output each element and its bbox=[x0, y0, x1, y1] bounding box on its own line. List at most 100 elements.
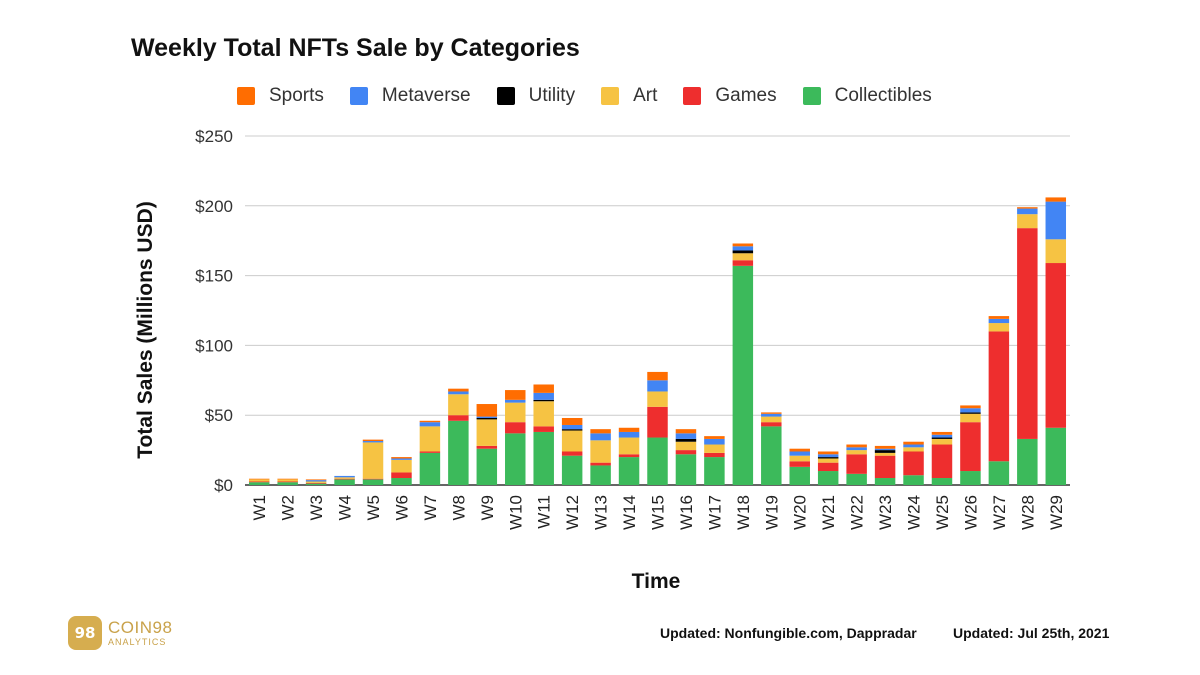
bar-games-w23 bbox=[874, 455, 896, 479]
bar-metaverse-w12 bbox=[561, 424, 583, 430]
bar-collectibles-w22 bbox=[846, 473, 867, 485]
bar-collectibles-w12 bbox=[561, 455, 583, 485]
x-tick-label: W27 bbox=[990, 495, 1009, 530]
bar-metaverse-w28 bbox=[1017, 208, 1038, 215]
bar-art-w24 bbox=[903, 447, 924, 452]
bar-metaverse-w24 bbox=[903, 444, 924, 448]
bar-art-w17 bbox=[704, 444, 725, 453]
bar-games-w11 bbox=[533, 426, 554, 432]
bar-collectibles-w11 bbox=[533, 431, 554, 485]
y-tick-label: $0 bbox=[214, 476, 233, 495]
x-tick-label: W13 bbox=[592, 495, 611, 530]
bar-collectibles-w4 bbox=[334, 479, 355, 485]
bar-games-w21 bbox=[817, 462, 839, 472]
bar-art-w14 bbox=[618, 437, 640, 455]
x-tick-label: W16 bbox=[677, 495, 696, 530]
bar-utility-w23 bbox=[874, 450, 896, 453]
bar-metaverse-w10 bbox=[505, 399, 526, 403]
bar-collectibles-w14 bbox=[618, 457, 640, 485]
bar-metaverse-w3 bbox=[305, 480, 327, 482]
y-tick-label: $50 bbox=[205, 406, 233, 425]
bar-collectibles-w5 bbox=[362, 479, 384, 485]
bar-sports-w1 bbox=[248, 478, 270, 480]
legend-swatch bbox=[683, 87, 702, 105]
bar-art-w13 bbox=[590, 440, 611, 463]
bar-games-w10 bbox=[505, 422, 526, 434]
x-tick-label: W2 bbox=[279, 495, 298, 521]
y-tick-label: $150 bbox=[195, 267, 233, 286]
chart-legend: Sports Metaverse Utility Art Games Collectibl… bbox=[237, 83, 958, 109]
x-tick-label: W4 bbox=[336, 495, 355, 521]
chart-title: Weekly Total NFTs Sale by Categories bbox=[131, 34, 580, 62]
bar-games-w27 bbox=[988, 331, 1010, 462]
bar-collectibles-w24 bbox=[903, 475, 924, 485]
legend-label: Games bbox=[715, 85, 777, 106]
bar-games-w26 bbox=[960, 422, 981, 472]
bar-metaverse-w13 bbox=[590, 433, 611, 441]
bar-art-w7 bbox=[419, 426, 441, 452]
legend-label: Metaverse bbox=[381, 85, 471, 106]
bar-collectibles-w8 bbox=[448, 420, 469, 485]
bar-metaverse-w6 bbox=[391, 458, 412, 460]
legend-item-games: Games bbox=[683, 85, 777, 107]
bar-metaverse-w14 bbox=[618, 431, 640, 438]
bar-sports-w2 bbox=[277, 478, 298, 480]
bar-games-w9 bbox=[476, 445, 498, 449]
bar-metaverse-w8 bbox=[448, 391, 469, 395]
x-tick-label: W29 bbox=[1047, 495, 1066, 530]
x-tick-label: W28 bbox=[1018, 495, 1037, 530]
x-tick-label: W24 bbox=[905, 495, 924, 530]
bar-art-w25 bbox=[931, 438, 953, 445]
bar-art-w19 bbox=[761, 416, 782, 423]
bar-sports-w8 bbox=[448, 388, 469, 392]
legend-label: Sports bbox=[269, 85, 324, 106]
x-tick-label: W15 bbox=[649, 495, 668, 530]
bar-collectibles-w1 bbox=[248, 482, 270, 485]
bar-collectibles-w13 bbox=[590, 465, 611, 485]
bar-sports-w17 bbox=[704, 436, 725, 439]
y-tick-label: $200 bbox=[195, 197, 233, 216]
bar-collectibles-w17 bbox=[704, 457, 725, 485]
bar-art-w4 bbox=[334, 477, 355, 479]
legend-swatch bbox=[496, 87, 515, 105]
legend-item-metaverse: Metaverse bbox=[349, 85, 471, 107]
x-tick-label: W10 bbox=[506, 495, 525, 530]
x-tick-label: W8 bbox=[449, 495, 468, 521]
legend-label: Art bbox=[633, 85, 658, 106]
logo-subtitle: ANALYTICS bbox=[108, 637, 167, 647]
x-tick-label: W11 bbox=[535, 495, 554, 529]
x-tick-label: W20 bbox=[791, 495, 810, 530]
y-axis-ticks: $0 $50 $100 $150 $200 $250 bbox=[195, 127, 233, 495]
x-tick-label: W22 bbox=[848, 495, 867, 530]
bar-sports-w26 bbox=[960, 405, 981, 409]
legend-swatch bbox=[601, 87, 620, 105]
footer-date: Updated: Jul 25th, 2021 bbox=[953, 625, 1110, 641]
bar-metaverse-w29 bbox=[1045, 201, 1067, 240]
x-tick-label: W21 bbox=[819, 495, 838, 530]
x-tick-label: W17 bbox=[705, 495, 724, 530]
bar-sports-w24 bbox=[903, 441, 924, 445]
bar-metaverse-w27 bbox=[988, 318, 1010, 324]
logo-name: COIN98 bbox=[108, 618, 173, 637]
bar-utility-w18 bbox=[732, 250, 754, 254]
bar-collectibles-w25 bbox=[931, 478, 953, 485]
bar-art-w21 bbox=[817, 458, 839, 463]
bar-utility-w11 bbox=[533, 399, 554, 402]
coin98-logo-icon: 98 bbox=[68, 616, 102, 650]
x-tick-label: W14 bbox=[620, 495, 639, 530]
bar-art-w16 bbox=[675, 441, 697, 451]
bar-utility-w16 bbox=[675, 438, 697, 442]
legend-swatch bbox=[802, 87, 821, 105]
bar-metaverse-w5 bbox=[362, 441, 384, 443]
x-tick-label: W18 bbox=[734, 495, 753, 530]
bar-utility-w26 bbox=[960, 412, 981, 414]
legend-swatch bbox=[237, 87, 255, 105]
legend-item-art: Art bbox=[601, 85, 657, 107]
x-axis-title: Time bbox=[632, 570, 681, 593]
bar-collectibles-w23 bbox=[874, 478, 896, 485]
y-tick-label: $100 bbox=[195, 336, 233, 355]
bar-collectibles-w9 bbox=[476, 448, 498, 485]
bar-sports-w6 bbox=[391, 457, 412, 459]
bar-metaverse-w4 bbox=[334, 475, 355, 478]
